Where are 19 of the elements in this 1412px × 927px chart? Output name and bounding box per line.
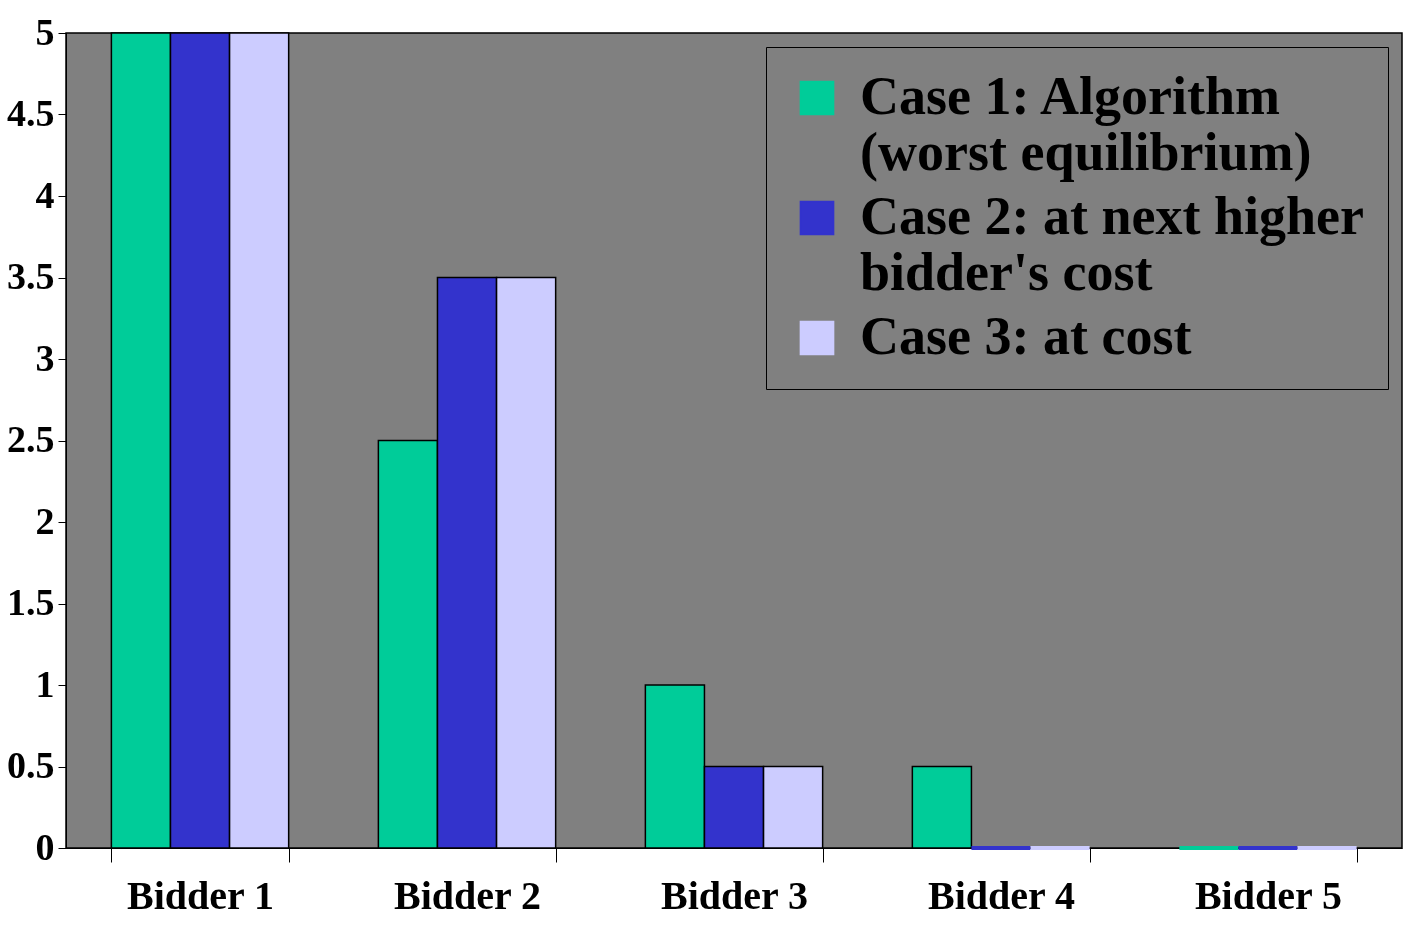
y-tick-label: 3 <box>35 336 55 379</box>
x-tick-label: Bidder 5 <box>1194 872 1343 918</box>
x-tick-label: Bidder 4 <box>927 872 1076 918</box>
x-tick-label: Bidder 1 <box>126 872 275 918</box>
y-tick-label: 0.5 <box>7 744 55 786</box>
y-tick-label: 2 <box>35 499 55 542</box>
legend-label: Case 1: Algorithm (worst equilibrium) <box>860 66 1312 182</box>
y-tick-label: 1 <box>35 662 55 705</box>
y-tick-label: 4 <box>35 173 55 216</box>
x-tick-label: Bidder 2 <box>393 872 542 918</box>
y-tick-label: 4.5 <box>7 92 55 134</box>
x-tick-label: Bidder 3 <box>660 872 809 918</box>
legend-label: Case 2: at next higher bidder's cost <box>860 186 1364 302</box>
legend-label: Case 3: at cost <box>860 306 1192 366</box>
y-tick-label: 5 <box>35 10 55 53</box>
y-tick-label: 1.5 <box>7 581 55 623</box>
y-tick-label: 0 <box>35 825 55 868</box>
y-tick-label: 2.5 <box>7 418 55 460</box>
y-tick-label: 3.5 <box>7 255 55 297</box>
